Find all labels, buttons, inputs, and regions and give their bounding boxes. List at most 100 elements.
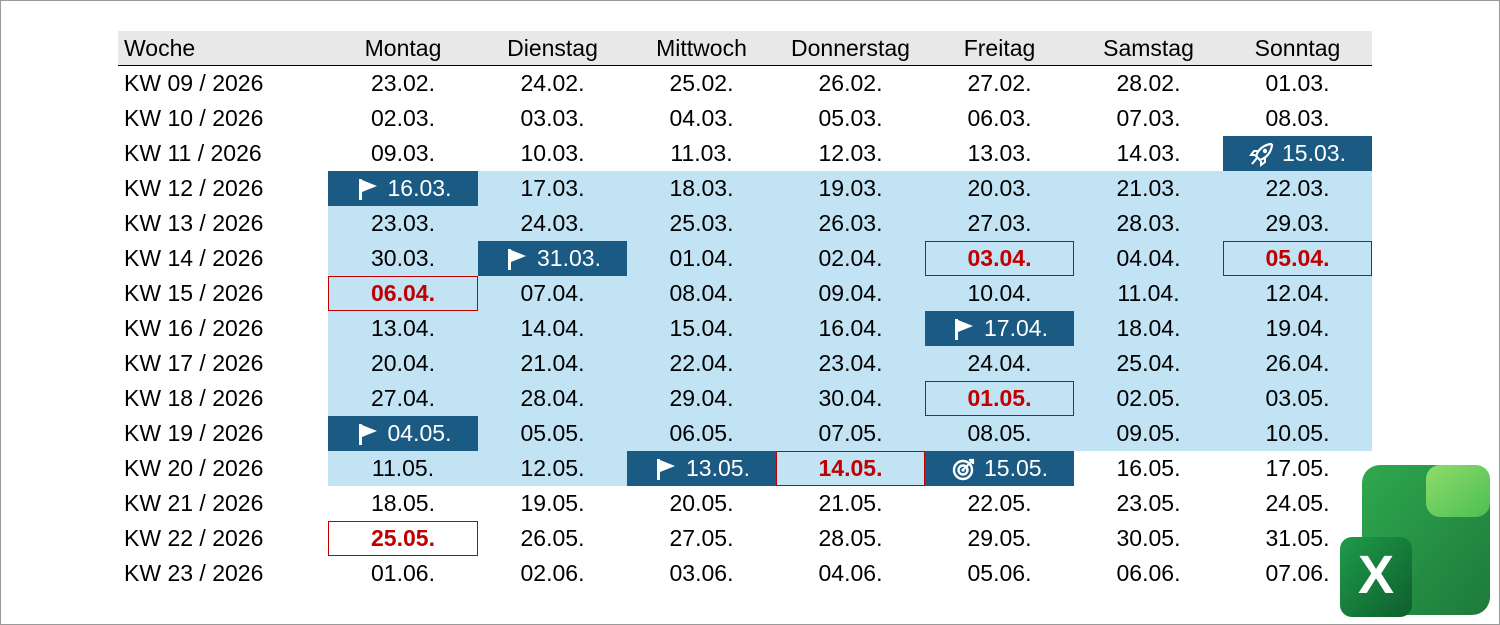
date-cell[interactable]: 11.03. — [627, 136, 776, 171]
milestone-date-cell[interactable]: 15.03. — [1223, 136, 1372, 171]
date-cell[interactable]: 04.04. — [1074, 241, 1223, 276]
date-cell[interactable]: 10.03. — [478, 136, 627, 171]
date-cell[interactable]: 01.04. — [627, 241, 776, 276]
date-cell[interactable]: 05.06. — [925, 556, 1074, 591]
date-cell[interactable]: 24.04. — [925, 346, 1074, 381]
date-cell[interactable]: 21.05. — [776, 486, 925, 521]
date-cell[interactable]: 08.03. — [1223, 101, 1372, 136]
date-cell[interactable]: 16.05. — [1074, 451, 1223, 486]
date-cell[interactable]: 10.04. — [925, 276, 1074, 311]
date-cell[interactable]: 05.03. — [776, 101, 925, 136]
date-cell[interactable]: 02.04. — [776, 241, 925, 276]
date-cell[interactable]: 16.04. — [776, 311, 925, 346]
date-cell[interactable]: 18.05. — [328, 486, 478, 521]
date-cell[interactable]: 27.03. — [925, 206, 1074, 241]
date-cell[interactable]: 30.04. — [776, 381, 925, 416]
date-cell[interactable]: 01.03. — [1223, 66, 1372, 101]
date-cell[interactable]: 14.04. — [478, 311, 627, 346]
date-cell[interactable]: 21.03. — [1074, 171, 1223, 206]
date-cell[interactable]: 15.04. — [627, 311, 776, 346]
date-cell[interactable]: 07.05. — [776, 416, 925, 451]
holiday-date-cell[interactable]: 06.04. — [328, 276, 478, 311]
date-cell[interactable]: 28.03. — [1074, 206, 1223, 241]
date-cell[interactable]: 25.04. — [1074, 346, 1223, 381]
date-cell[interactable]: 19.03. — [776, 171, 925, 206]
date-cell[interactable]: 25.03. — [627, 206, 776, 241]
date-cell[interactable]: 07.03. — [1074, 101, 1223, 136]
date-cell[interactable]: 13.04. — [328, 311, 478, 346]
date-cell[interactable]: 14.03. — [1074, 136, 1223, 171]
date-cell[interactable]: 07.04. — [478, 276, 627, 311]
date-cell[interactable]: 03.05. — [1223, 381, 1372, 416]
holiday-date-cell[interactable]: 03.04. — [925, 241, 1074, 276]
milestone-date-cell[interactable]: 31.03. — [478, 241, 627, 276]
date-cell[interactable]: 06.05. — [627, 416, 776, 451]
date-cell[interactable]: 04.03. — [627, 101, 776, 136]
milestone-date-cell[interactable]: 16.03. — [328, 171, 478, 206]
date-cell[interactable]: 24.02. — [478, 66, 627, 101]
date-cell[interactable]: 12.04. — [1223, 276, 1372, 311]
date-cell[interactable]: 26.03. — [776, 206, 925, 241]
date-cell[interactable]: 08.04. — [627, 276, 776, 311]
milestone-date-cell[interactable]: 17.04. — [925, 311, 1074, 346]
date-cell[interactable]: 20.05. — [627, 486, 776, 521]
date-cell[interactable]: 05.05. — [478, 416, 627, 451]
date-cell[interactable]: 25.02. — [627, 66, 776, 101]
date-cell[interactable]: 24.03. — [478, 206, 627, 241]
date-cell[interactable]: 17.03. — [478, 171, 627, 206]
date-cell[interactable]: 03.06. — [627, 556, 776, 591]
date-cell[interactable]: 23.04. — [776, 346, 925, 381]
date-cell[interactable]: 23.02. — [328, 66, 478, 101]
date-cell[interactable]: 11.05. — [328, 451, 478, 486]
date-cell[interactable]: 18.03. — [627, 171, 776, 206]
date-cell[interactable]: 21.04. — [478, 346, 627, 381]
milestone-date-cell[interactable]: 04.05. — [328, 416, 478, 451]
date-cell[interactable]: 19.05. — [478, 486, 627, 521]
date-cell[interactable]: 09.05. — [1074, 416, 1223, 451]
date-cell[interactable]: 26.02. — [776, 66, 925, 101]
holiday-date-cell[interactable]: 14.05. — [776, 451, 925, 486]
date-cell[interactable]: 10.05. — [1223, 416, 1372, 451]
date-cell[interactable]: 20.04. — [328, 346, 478, 381]
date-cell[interactable]: 27.02. — [925, 66, 1074, 101]
date-cell[interactable]: 12.03. — [776, 136, 925, 171]
date-cell[interactable]: 27.05. — [627, 521, 776, 556]
date-cell[interactable]: 26.05. — [478, 521, 627, 556]
date-cell[interactable]: 06.06. — [1074, 556, 1223, 591]
date-cell[interactable]: 01.06. — [328, 556, 478, 591]
holiday-date-cell[interactable]: 01.05. — [925, 381, 1074, 416]
date-cell[interactable]: 11.04. — [1074, 276, 1223, 311]
date-cell[interactable]: 17.05. — [1223, 451, 1372, 486]
date-cell[interactable]: 28.05. — [776, 521, 925, 556]
date-cell[interactable]: 02.03. — [328, 101, 478, 136]
date-cell[interactable]: 20.03. — [925, 171, 1074, 206]
date-cell[interactable]: 24.05. — [1223, 486, 1372, 521]
date-cell[interactable]: 22.03. — [1223, 171, 1372, 206]
date-cell[interactable]: 30.03. — [328, 241, 478, 276]
milestone-date-cell[interactable]: 15.05. — [925, 451, 1074, 486]
date-cell[interactable]: 03.03. — [478, 101, 627, 136]
date-cell[interactable]: 04.06. — [776, 556, 925, 591]
date-cell[interactable]: 12.05. — [478, 451, 627, 486]
date-cell[interactable]: 29.03. — [1223, 206, 1372, 241]
date-cell[interactable]: 09.04. — [776, 276, 925, 311]
date-cell[interactable]: 30.05. — [1074, 521, 1223, 556]
date-cell[interactable]: 02.05. — [1074, 381, 1223, 416]
date-cell[interactable]: 22.05. — [925, 486, 1074, 521]
holiday-date-cell[interactable]: 25.05. — [328, 521, 478, 556]
date-cell[interactable]: 07.06. — [1223, 556, 1372, 591]
date-cell[interactable]: 06.03. — [925, 101, 1074, 136]
date-cell[interactable]: 27.04. — [328, 381, 478, 416]
date-cell[interactable]: 29.04. — [627, 381, 776, 416]
date-cell[interactable]: 02.06. — [478, 556, 627, 591]
date-cell[interactable]: 19.04. — [1223, 311, 1372, 346]
holiday-date-cell[interactable]: 05.04. — [1223, 241, 1372, 276]
date-cell[interactable]: 31.05. — [1223, 521, 1372, 556]
date-cell[interactable]: 08.05. — [925, 416, 1074, 451]
date-cell[interactable]: 23.03. — [328, 206, 478, 241]
date-cell[interactable]: 26.04. — [1223, 346, 1372, 381]
date-cell[interactable]: 13.03. — [925, 136, 1074, 171]
date-cell[interactable]: 09.03. — [328, 136, 478, 171]
date-cell[interactable]: 23.05. — [1074, 486, 1223, 521]
date-cell[interactable]: 18.04. — [1074, 311, 1223, 346]
